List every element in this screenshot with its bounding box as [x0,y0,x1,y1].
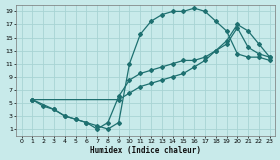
X-axis label: Humidex (Indice chaleur): Humidex (Indice chaleur) [90,146,201,155]
